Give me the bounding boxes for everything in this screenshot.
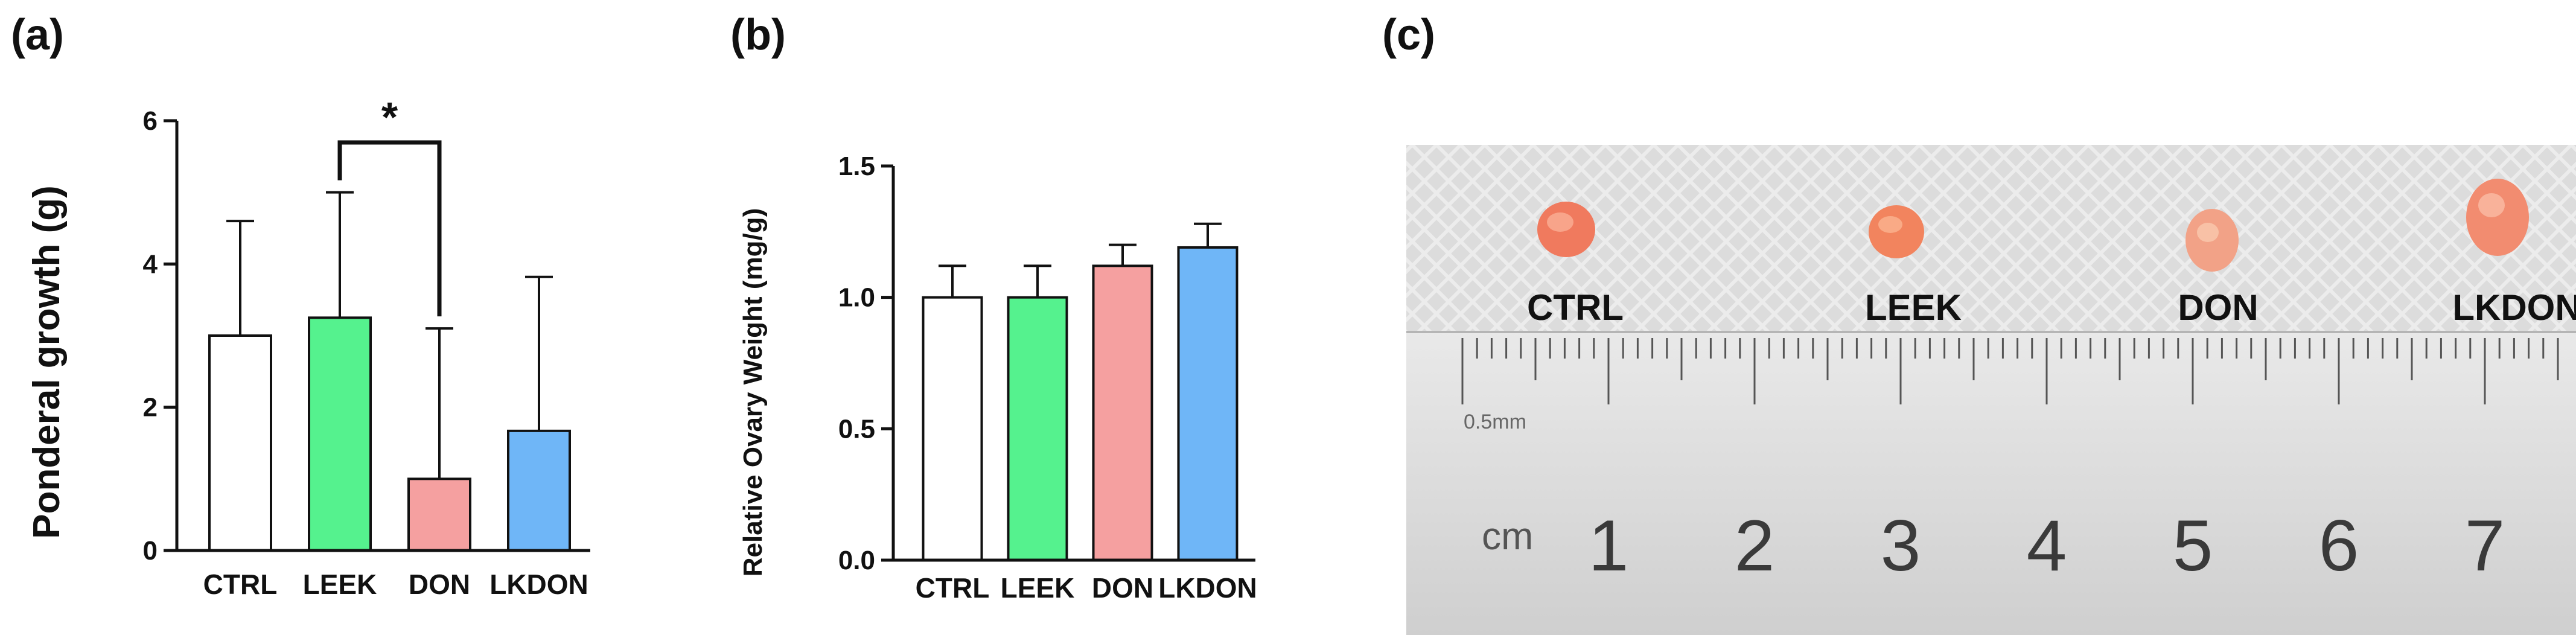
ruler-number-3: 3 <box>1881 505 1921 586</box>
ruler-number-2: 2 <box>1735 505 1775 586</box>
chart-b: Relative Ovary Weight (mg/g) 0.0 0.5 1.0 1.… <box>738 152 1257 604</box>
ruler-number-5: 5 <box>2173 505 2213 586</box>
bar-leek <box>308 316 372 552</box>
category-label-lkdon: LKDON <box>489 569 588 600</box>
bar-don <box>1092 264 1153 561</box>
bar-lkdon <box>1177 246 1239 562</box>
y-tick-label: 4 <box>143 249 158 279</box>
y-tick-label: 1.5 <box>838 152 875 181</box>
chart-b-ylabel: Relative Ovary Weight (mg/g) <box>738 208 768 576</box>
photo-label-ctrl: CTRL <box>1527 287 1624 328</box>
y-tick-label: 1.0 <box>838 283 875 313</box>
category-label-ctrl: CTRL <box>203 569 278 600</box>
ruler-mm-label: 0.5mm <box>1464 410 1526 433</box>
y-tick-label: 0.0 <box>838 546 875 575</box>
ruler-number-7: 7 <box>2465 505 2505 586</box>
ruler-ticks <box>1461 338 2559 404</box>
bar-leek <box>1007 296 1068 561</box>
ruler-number-4: 4 <box>2027 505 2067 586</box>
category-label-don: DON <box>409 569 470 600</box>
category-label-lkdon: LKDON <box>1158 572 1257 604</box>
panel-b-label: (b) <box>730 11 786 59</box>
ruler-number-6: 6 <box>2319 505 2359 586</box>
chart-a: Ponderal growth (g) 0 2 4 6 CTRL LEEK DON LKDON… <box>26 94 590 600</box>
panel-a-label: (a) <box>11 11 64 59</box>
panel-c-label: (c) <box>1382 11 1435 59</box>
ruler-numbers: 1 2 3 4 5 6 7 <box>1589 505 2505 586</box>
y-tick-label: 2 <box>143 393 158 423</box>
ovary-photo: CTRL LEEK DON LKDON 0.5mm cm 1 2 3 4 5 6 7 <box>1406 145 2576 635</box>
photo-label-lkdon: LKDON <box>2452 287 2576 328</box>
bar-ctrl <box>208 334 272 552</box>
ovary-sample-ctrl <box>1537 202 1595 257</box>
photo-label-don: DON <box>2178 287 2258 328</box>
chart-a-ylabel: Ponderal growth (g) <box>26 185 68 539</box>
category-label-ctrl: CTRL <box>916 572 990 604</box>
y-tick-label: 6 <box>143 106 158 136</box>
category-label-don: DON <box>1092 572 1153 604</box>
y-tick-label: 0.5 <box>838 414 875 444</box>
ruler-unit: cm <box>1482 514 1533 558</box>
ruler-number-1: 1 <box>1589 505 1629 586</box>
y-tick-label: 0 <box>143 536 158 566</box>
bar-ctrl <box>922 296 983 561</box>
ovary-sample-don <box>2185 209 2239 272</box>
bar-don <box>407 477 471 552</box>
ruler <box>1406 331 2576 635</box>
ovary-sample-leek <box>1869 205 1924 258</box>
significance-star: * <box>381 94 398 141</box>
photo-label-leek: LEEK <box>1865 287 1962 328</box>
ovary-sample-lkdon <box>2466 179 2529 256</box>
category-label-leek: LEEK <box>303 569 377 600</box>
category-label-leek: LEEK <box>1001 572 1075 604</box>
significance-bracket <box>337 140 442 317</box>
bar-lkdon <box>507 429 571 552</box>
